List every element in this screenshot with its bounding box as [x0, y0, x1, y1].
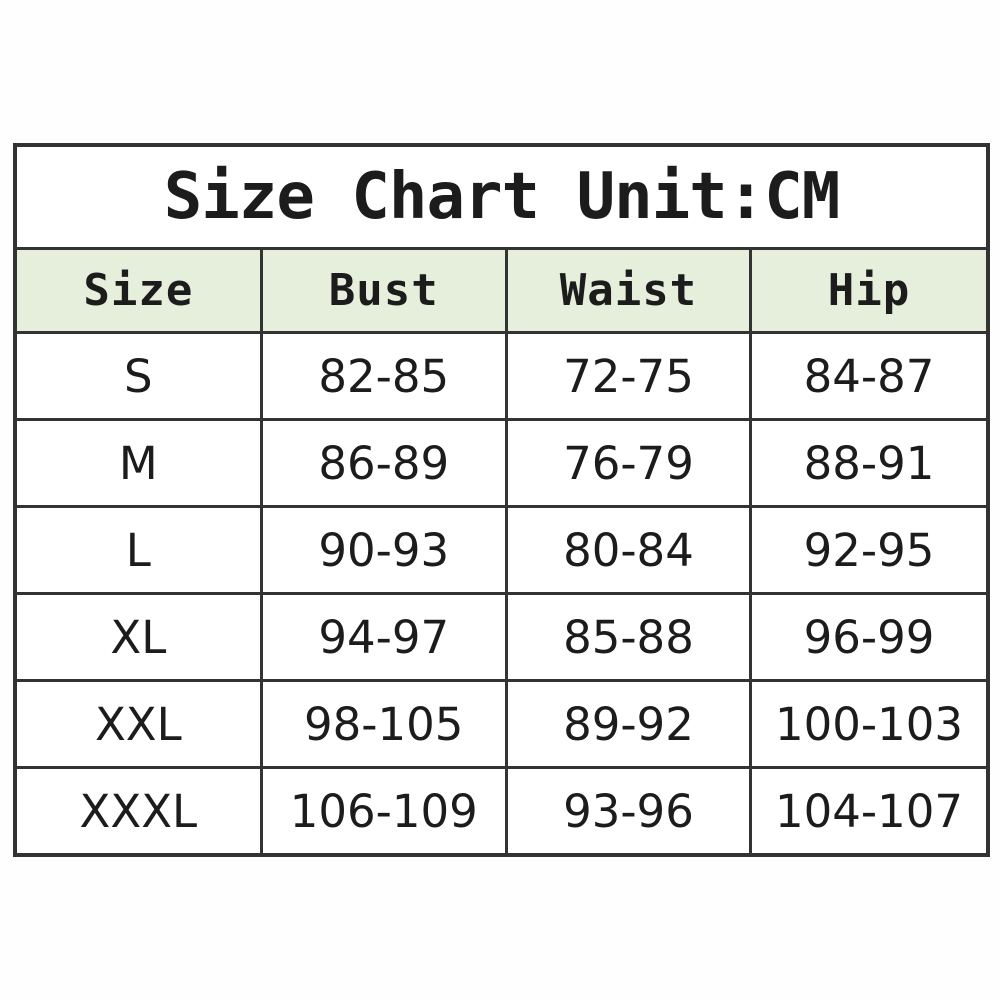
size-cell: L [13, 505, 263, 595]
waist-cell: 80-84 [504, 505, 753, 595]
size-cell: S [13, 331, 263, 421]
bust-cell: 94-97 [259, 592, 508, 682]
hip-cell: 100-103 [749, 679, 990, 769]
hip-cell: 88-91 [749, 418, 990, 508]
bust-cell: 98-105 [259, 679, 508, 769]
waist-cell: 89-92 [504, 679, 753, 769]
title-row: Size Chart Unit:CM [13, 143, 990, 250]
size-cell: XL [13, 592, 263, 682]
size-cell: XXXL [13, 766, 263, 857]
bust-cell: 106-109 [259, 766, 508, 857]
bust-cell: 86-89 [259, 418, 508, 508]
hip-cell: 92-95 [749, 505, 990, 595]
hip-cell: 84-87 [749, 331, 990, 421]
size-chart-table: Size Chart Unit:CM Size Bust Waist Hip S… [13, 143, 990, 857]
table-row: XXL 98-105 89-92 100-103 [13, 679, 990, 769]
column-header-size: Size [13, 247, 263, 334]
column-header-bust: Bust [259, 247, 508, 334]
table-row: S 82-85 72-75 84-87 [13, 331, 990, 421]
waist-cell: 72-75 [504, 331, 753, 421]
table-row: M 86-89 76-79 88-91 [13, 418, 990, 508]
hip-cell: 104-107 [749, 766, 990, 857]
table-row: XXXL 106-109 93-96 104-107 [13, 766, 990, 857]
column-header-hip: Hip [749, 247, 990, 334]
size-cell: XXL [13, 679, 263, 769]
table-row: L 90-93 80-84 92-95 [13, 505, 990, 595]
hip-cell: 96-99 [749, 592, 990, 682]
size-cell: M [13, 418, 263, 508]
waist-cell: 85-88 [504, 592, 753, 682]
waist-cell: 76-79 [504, 418, 753, 508]
header-row: Size Bust Waist Hip [13, 247, 990, 334]
bust-cell: 90-93 [259, 505, 508, 595]
table-row: XL 94-97 85-88 96-99 [13, 592, 990, 682]
column-header-waist: Waist [504, 247, 753, 334]
waist-cell: 93-96 [504, 766, 753, 857]
bust-cell: 82-85 [259, 331, 508, 421]
chart-title: Size Chart Unit:CM [13, 143, 990, 250]
